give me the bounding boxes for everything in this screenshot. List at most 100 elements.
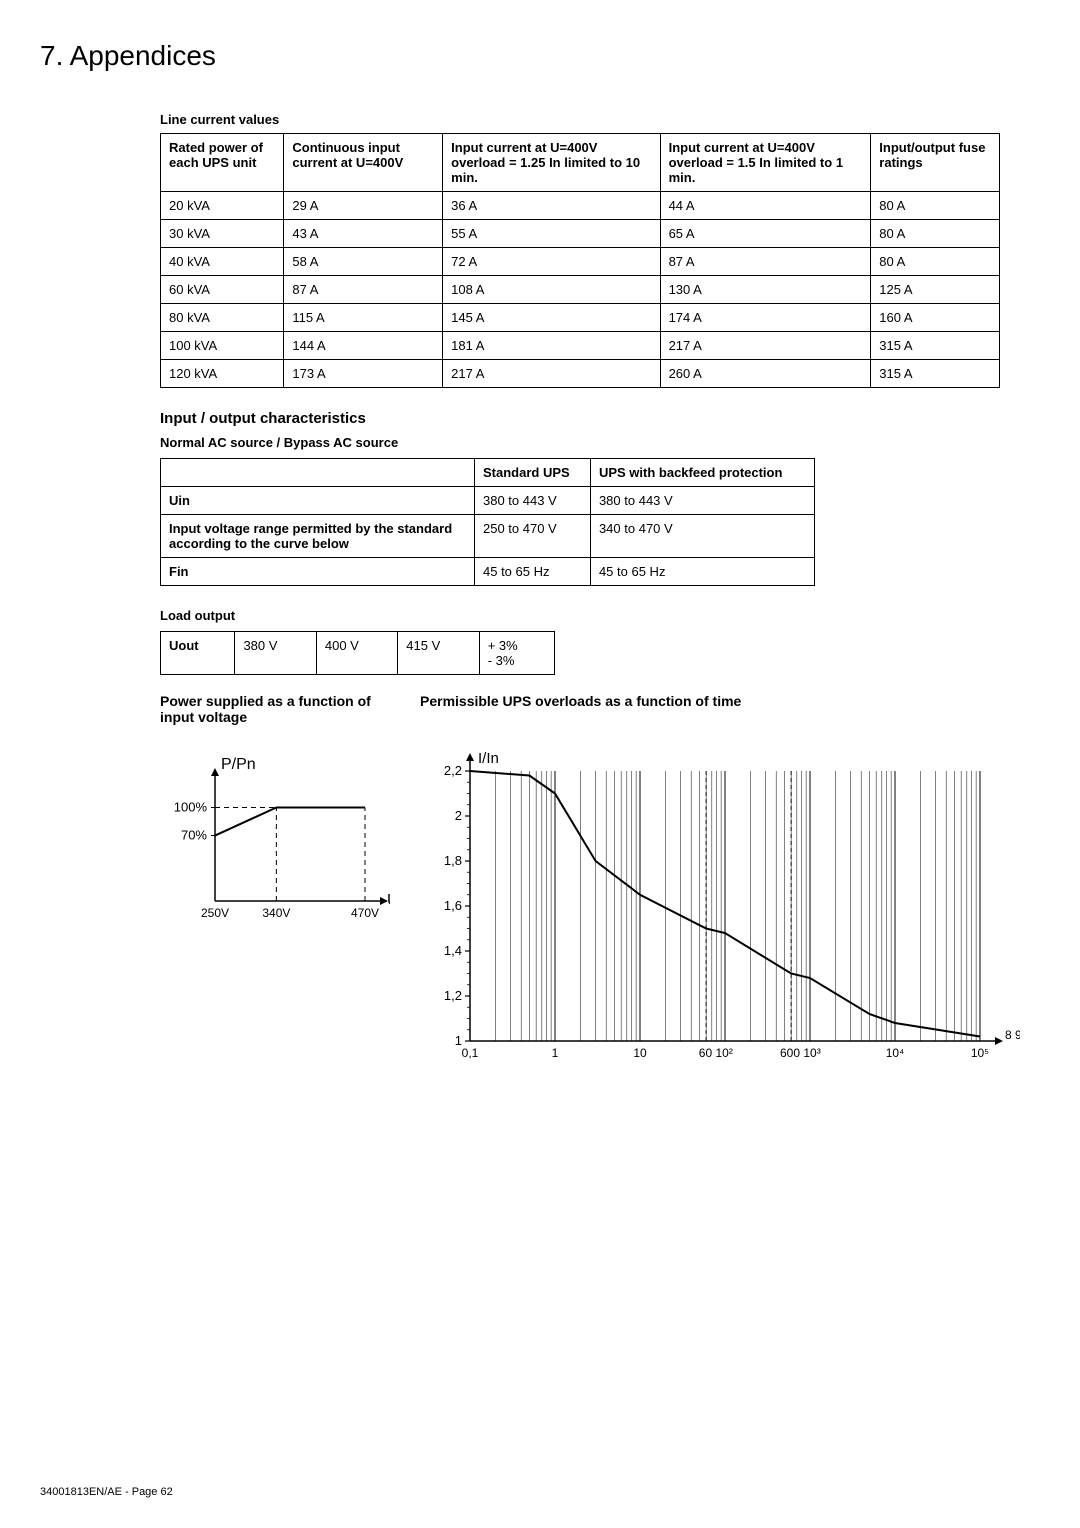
table-cell: 87 A bbox=[660, 248, 871, 276]
table-cell: Fin bbox=[161, 558, 475, 586]
table-cell: 130 A bbox=[660, 276, 871, 304]
page-footer: 34001813EN/AE - Page 62 bbox=[40, 1486, 173, 1498]
table-header: Input current at U=400V overload = 1.25 … bbox=[443, 134, 660, 192]
table-cell: 80 A bbox=[871, 220, 1000, 248]
table-cell: 80 A bbox=[871, 192, 1000, 220]
svg-text:2,2: 2,2 bbox=[444, 763, 462, 778]
table-cell: 100 kVA bbox=[161, 332, 284, 360]
table-cell: 145 A bbox=[443, 304, 660, 332]
table-cell: 40 kVA bbox=[161, 248, 284, 276]
svg-text:1,4: 1,4 bbox=[444, 943, 462, 958]
table-cell: 115 A bbox=[284, 304, 443, 332]
table-cell: 80 kVA bbox=[161, 304, 284, 332]
table-row: 80 kVA115 A145 A174 A160 A bbox=[161, 304, 1000, 332]
table-row: Fin45 to 65 Hz45 to 65 Hz bbox=[161, 558, 815, 586]
svg-text:0,1: 0,1 bbox=[462, 1046, 479, 1060]
power-vs-voltage-chart: P/PnU100%70%250V340V470V bbox=[160, 751, 390, 931]
table-cell: Input voltage range permitted by the sta… bbox=[161, 515, 475, 558]
table-cell: 20 kVA bbox=[161, 192, 284, 220]
table-cell: 65 A bbox=[660, 220, 871, 248]
table-cell: 400 V bbox=[316, 632, 397, 675]
svg-text:U: U bbox=[387, 892, 390, 909]
table-cell: 340 to 470 V bbox=[590, 515, 814, 558]
svg-text:470V: 470V bbox=[351, 906, 379, 920]
table-header: Rated power of each UPS unit bbox=[161, 134, 284, 192]
table-cell: 415 V bbox=[398, 632, 479, 675]
overload-vs-time-chart: I/In8 92,221,81,61,41,210,111060 10²600 … bbox=[420, 751, 1020, 1071]
table-header: Continuous input current at U=400V bbox=[284, 134, 443, 192]
table-header: Input/output fuse ratings bbox=[871, 134, 1000, 192]
table-row: Input voltage range permitted by the sta… bbox=[161, 515, 815, 558]
table-cell: 55 A bbox=[443, 220, 660, 248]
table-cell: 29 A bbox=[284, 192, 443, 220]
table-cell: 217 A bbox=[443, 360, 660, 388]
svg-text:P/Pn: P/Pn bbox=[221, 756, 256, 773]
svg-text:10⁴: 10⁴ bbox=[886, 1046, 905, 1060]
table-cell: 44 A bbox=[660, 192, 871, 220]
table-row: Uin380 to 443 V380 to 443 V bbox=[161, 487, 815, 515]
table-cell: 108 A bbox=[443, 276, 660, 304]
table-cell: 380 V bbox=[235, 632, 316, 675]
table-cell: 380 to 443 V bbox=[475, 487, 591, 515]
svg-text:60 10²: 60 10² bbox=[699, 1046, 733, 1060]
table-header: Input current at U=400V overload = 1.5 I… bbox=[660, 134, 871, 192]
table-row: 120 kVA173 A217 A260 A315 A bbox=[161, 360, 1000, 388]
svg-text:I/In: I/In bbox=[478, 751, 499, 767]
line-current-title: Line current values bbox=[160, 112, 1000, 127]
load-output-title: Load output bbox=[160, 608, 1000, 623]
svg-text:250V: 250V bbox=[201, 906, 229, 920]
table-cell: 174 A bbox=[660, 304, 871, 332]
table-row: 100 kVA144 A181 A217 A315 A bbox=[161, 332, 1000, 360]
table-cell: Uin bbox=[161, 487, 475, 515]
table-row: 40 kVA58 A72 A87 A80 A bbox=[161, 248, 1000, 276]
table-header: UPS with backfeed protection bbox=[590, 459, 814, 487]
chart1-title: Power supplied as a function of input vo… bbox=[160, 693, 390, 731]
table-cell: 30 kVA bbox=[161, 220, 284, 248]
io-subtitle: Normal AC source / Bypass AC source bbox=[160, 435, 1000, 450]
table-row: Uout380 V400 V415 V+ 3% - 3% bbox=[161, 632, 555, 675]
table-cell: 120 kVA bbox=[161, 360, 284, 388]
table-cell: 173 A bbox=[284, 360, 443, 388]
load-output-table: Uout380 V400 V415 V+ 3% - 3% bbox=[160, 631, 555, 675]
table-header bbox=[161, 459, 475, 487]
svg-text:10⁵: 10⁵ bbox=[971, 1046, 989, 1060]
table-cell: 250 to 470 V bbox=[475, 515, 591, 558]
svg-text:2: 2 bbox=[455, 808, 462, 823]
table-cell: 60 kVA bbox=[161, 276, 284, 304]
table-cell: 45 to 65 Hz bbox=[475, 558, 591, 586]
svg-text:10: 10 bbox=[633, 1046, 647, 1060]
table-cell: 87 A bbox=[284, 276, 443, 304]
page-title: 7. Appendices bbox=[40, 40, 1030, 72]
io-section-title: Input / output characteristics bbox=[160, 410, 1000, 427]
svg-text:100%: 100% bbox=[174, 800, 208, 815]
table-cell: 58 A bbox=[284, 248, 443, 276]
svg-text:8 9: 8 9 bbox=[1005, 1028, 1020, 1042]
svg-text:340V: 340V bbox=[262, 906, 290, 920]
table-cell: 36 A bbox=[443, 192, 660, 220]
table-cell: 80 A bbox=[871, 248, 1000, 276]
table-cell: 125 A bbox=[871, 276, 1000, 304]
io-table: Standard UPSUPS with backfeed protection… bbox=[160, 458, 815, 586]
table-cell: Uout bbox=[161, 632, 235, 675]
chart2-title: Permissible UPS overloads as a function … bbox=[420, 693, 1020, 731]
svg-text:1: 1 bbox=[552, 1046, 559, 1060]
table-cell: 72 A bbox=[443, 248, 660, 276]
table-cell: 144 A bbox=[284, 332, 443, 360]
table-row: 30 kVA43 A55 A65 A80 A bbox=[161, 220, 1000, 248]
table-cell: 45 to 65 Hz bbox=[590, 558, 814, 586]
table-row: 60 kVA87 A108 A130 A125 A bbox=[161, 276, 1000, 304]
table-cell: 315 A bbox=[871, 332, 1000, 360]
table-cell: 260 A bbox=[660, 360, 871, 388]
svg-text:1,2: 1,2 bbox=[444, 988, 462, 1003]
table-cell: 380 to 443 V bbox=[590, 487, 814, 515]
table-cell: 217 A bbox=[660, 332, 871, 360]
table-cell: 160 A bbox=[871, 304, 1000, 332]
table-cell: 315 A bbox=[871, 360, 1000, 388]
table-cell: 181 A bbox=[443, 332, 660, 360]
table-header: Standard UPS bbox=[475, 459, 591, 487]
line-current-table: Rated power of each UPS unitContinuous i… bbox=[160, 133, 1000, 388]
table-cell: 43 A bbox=[284, 220, 443, 248]
svg-text:1,6: 1,6 bbox=[444, 898, 462, 913]
svg-text:600 10³: 600 10³ bbox=[780, 1046, 821, 1060]
svg-text:1,8: 1,8 bbox=[444, 853, 462, 868]
